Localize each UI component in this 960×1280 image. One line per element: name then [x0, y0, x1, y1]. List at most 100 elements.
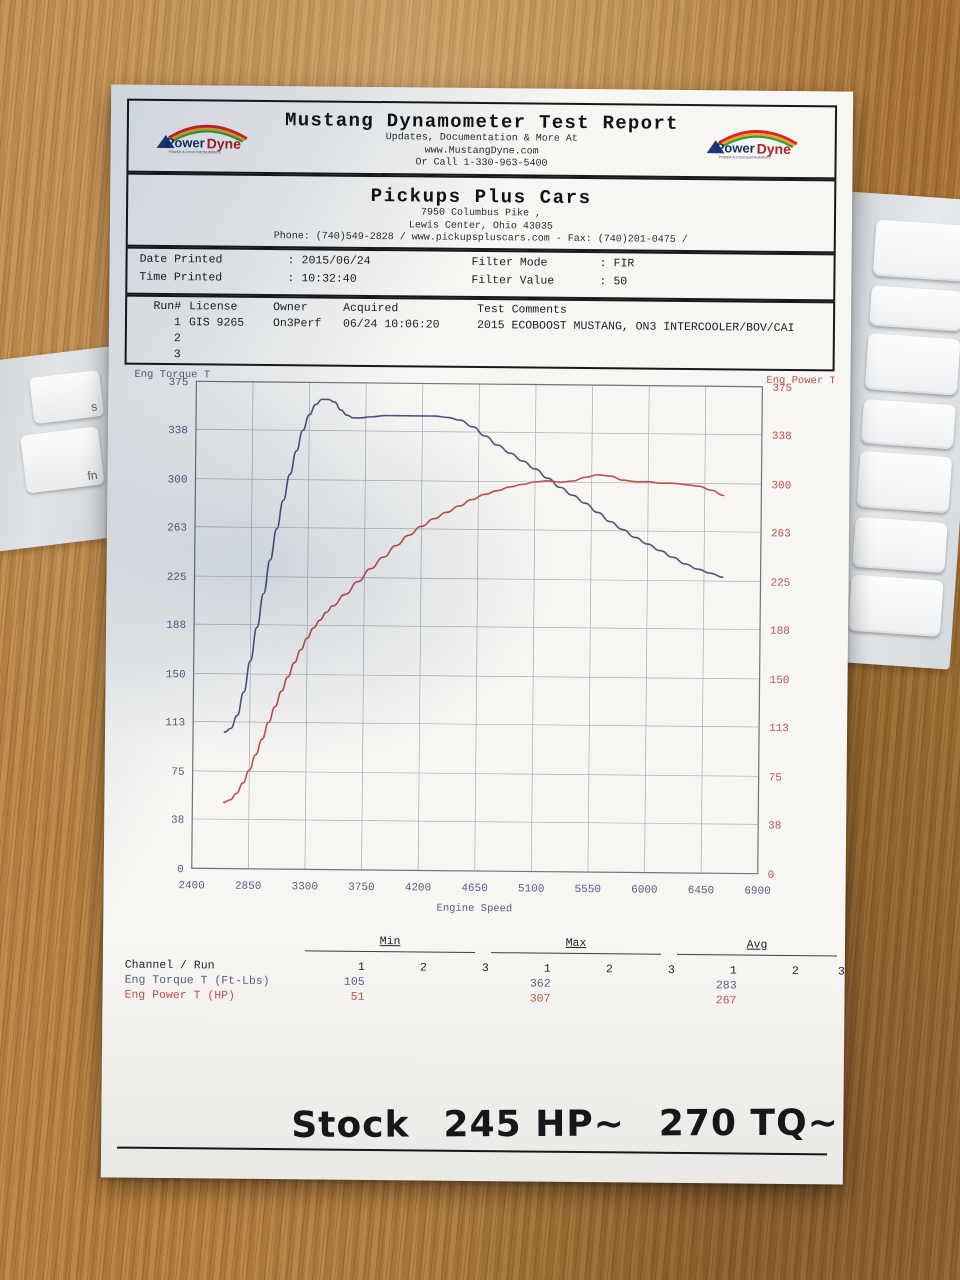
chart-plot-frame [191, 380, 763, 875]
runs-col-run: Run# [153, 299, 182, 314]
svg-text:POWER & DYNO INSTRUMENTS: POWER & DYNO INSTRUMENTS [169, 150, 222, 155]
summary-run-col: 3 [481, 962, 489, 976]
svg-text:375: 375 [169, 377, 189, 389]
summary-group-avg-label: Avg [676, 937, 838, 957]
torque-min-run1: 105 [343, 975, 365, 989]
dyno-chart-svg: 2400 2850 3300 3750 4200 4650 5100 5550 6000 6450… [134, 369, 834, 916]
summary-row-label-header: Channel / Run [124, 958, 215, 973]
summary-run-col: 3 [837, 965, 845, 979]
meta-label-filter-mode: Filter Mode [471, 255, 548, 270]
handwriting-tq: 270 TQ~ [658, 1102, 839, 1144]
keyboard-key-s: s [29, 369, 105, 425]
keyboard-key [872, 219, 960, 282]
summary-group-min-label: Min [304, 934, 476, 953]
run-number: 1 [174, 316, 182, 330]
keyboard-key [847, 574, 944, 637]
summary-group-min: Min [304, 934, 476, 953]
svg-text:38: 38 [171, 815, 184, 827]
svg-text:6900: 6900 [744, 886, 771, 898]
svg-text:150: 150 [770, 675, 790, 687]
summary-table: Min Max Avg Channel / Run 1 2 3 1 2 3 1 … [118, 933, 845, 1030]
keyboard-key [869, 285, 960, 332]
meta-separator: : [287, 254, 295, 268]
x-axis-tick-labels: 2400 2850 3300 3750 4200 4650 5100 5550 6000 6450… [178, 880, 770, 898]
left-axis-title: Eng Torque T [134, 369, 210, 382]
run-owner: On3Perf [272, 317, 322, 331]
handwriting-label: Stock [291, 1103, 410, 1146]
meta-separator: : [287, 272, 295, 286]
chart-gridlines [192, 380, 763, 874]
svg-text:225: 225 [167, 572, 187, 584]
left-axis-tick-labels: 0 38 75 113 150 188 225 263 300 338 375 [165, 377, 189, 876]
svg-text:75: 75 [171, 767, 184, 779]
svg-text:6000: 6000 [631, 884, 658, 896]
meta-separator: : [599, 275, 607, 289]
summary-run-col: 1 [357, 960, 365, 974]
summary-group-avg: Avg [676, 937, 838, 957]
meta-label-date-printed: Date Printed [139, 252, 223, 267]
summary-group-max: Max [490, 936, 662, 955]
run-license: GIS 9265 [188, 316, 245, 330]
run-number: 2 [173, 332, 181, 346]
svg-text:188: 188 [166, 620, 186, 632]
svg-text:300: 300 [771, 480, 791, 492]
svg-text:38: 38 [768, 820, 781, 832]
torque-avg-run1: 283 [715, 979, 737, 993]
svg-text:5550: 5550 [574, 884, 601, 896]
summary-run-col: 3 [667, 963, 675, 977]
keyboard-key [861, 399, 956, 450]
svg-text:4200: 4200 [405, 882, 432, 894]
svg-text:Dyne: Dyne [757, 141, 792, 157]
summary-run-col: 2 [791, 965, 799, 979]
summary-group-max-label: Max [490, 936, 662, 955]
svg-text:5100: 5100 [518, 883, 545, 895]
runs-col-license: License [189, 300, 238, 314]
svg-text:113: 113 [165, 717, 185, 729]
summary-run-col: 2 [419, 961, 427, 975]
run-comments: 2015 ECOBOOST MUSTANG, ON3 INTERCOOLER/B… [476, 318, 795, 336]
torque-max-run1: 362 [529, 977, 551, 991]
summary-channel-torque: Eng Torque T (Ft-Lbs) [124, 973, 270, 989]
svg-text:263: 263 [771, 528, 791, 540]
powerdyne-logo-left: Power Dyne POWER & DYNO INSTRUMENTS [155, 121, 259, 156]
meta-value-filter-mode: FIR [613, 257, 635, 271]
meta-label-filter-value: Filter Value [471, 273, 555, 288]
meta-label-time-printed: Time Printed [139, 270, 223, 285]
print-meta-grid: Date Printed : 2015/06/24 Filter Mode : … [125, 251, 835, 294]
keyboard-key [856, 450, 953, 514]
summary-run-col: 2 [605, 963, 613, 977]
powerdyne-logo-right: Power Dyne POWER & DYNO INSTRUMENTS [705, 126, 809, 161]
svg-text:POWER & DYNO INSTRUMENTS: POWER & DYNO INSTRUMENTS [719, 155, 772, 160]
svg-text:150: 150 [166, 669, 186, 681]
run-acquired: 06/24 10:06:20 [342, 317, 440, 332]
svg-text:375: 375 [772, 383, 792, 395]
keyboard-key [852, 516, 948, 574]
svg-text:338: 338 [168, 425, 188, 437]
meta-value-filter-value: 50 [613, 275, 628, 289]
handwriting-hp: 245 HP~ [443, 1103, 625, 1145]
runs-col-comments: Test Comments [477, 302, 567, 317]
power-avg-run1: 267 [715, 994, 737, 1008]
runs-col-owner: Owner [273, 301, 308, 315]
svg-text:75: 75 [769, 772, 782, 784]
runs-col-acquired: Acquired [343, 301, 399, 316]
svg-text:300: 300 [168, 474, 188, 486]
svg-text:Power: Power [716, 140, 755, 155]
svg-text:0: 0 [768, 870, 775, 882]
svg-text:263: 263 [167, 522, 187, 534]
report-header-box: Power Dyne POWER & DYNO INSTRUMENTS Powe… [126, 98, 838, 180]
svg-text:0: 0 [177, 864, 184, 876]
svg-text:2400: 2400 [178, 880, 205, 892]
svg-text:338: 338 [772, 431, 792, 443]
meta-value-time-printed: 10:32:40 [301, 272, 357, 286]
run-number: 3 [173, 348, 181, 362]
svg-text:3750: 3750 [348, 882, 375, 894]
x-axis-title: Engine Speed [436, 903, 512, 916]
summary-channel-power: Eng Power T (HP) [124, 988, 236, 1003]
summary-run-col: 1 [729, 964, 737, 978]
power-max-run1: 307 [529, 992, 551, 1006]
svg-text:2850: 2850 [235, 881, 262, 893]
keyboard-key [864, 333, 960, 396]
svg-text:Dyne: Dyne [207, 135, 242, 151]
